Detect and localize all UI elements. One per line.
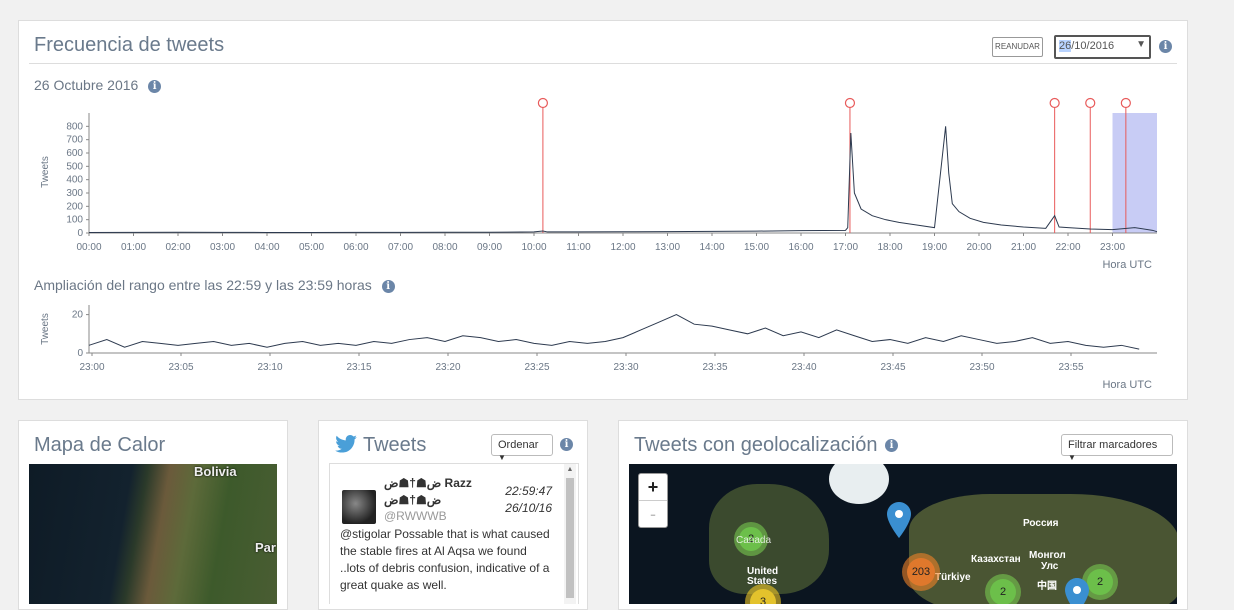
location-pin-icon[interactable] xyxy=(887,502,911,543)
sort-dropdown[interactable]: Ordenar ▼ xyxy=(491,434,553,462)
zoom-in-button[interactable]: + xyxy=(639,474,667,501)
map-label: Улс xyxy=(1041,561,1059,572)
tweet-author-line2: ض☗†☗ض xyxy=(384,493,442,507)
map-label: Казахстан xyxy=(971,554,1021,565)
info-icon[interactable]: i xyxy=(560,438,573,451)
landmass xyxy=(909,494,1177,604)
info-icon[interactable]: i xyxy=(381,279,395,293)
scrollbar-thumb[interactable] xyxy=(566,478,574,598)
caret-down-icon: ▼ xyxy=(498,453,506,462)
map-label: 中国 xyxy=(1037,581,1057,592)
frequency-panel: Frecuencia de tweets REANUDAR 26/10/2016… xyxy=(18,20,1188,400)
zoom-out-button[interactable]: - xyxy=(650,504,656,524)
cluster-marker[interactable]: 2 xyxy=(985,574,1021,604)
filter-markers-dropdown[interactable]: Filtrar marcadores ▼ xyxy=(1061,434,1173,462)
zoom-control: + - xyxy=(638,473,668,528)
map-label: Россия xyxy=(1023,518,1059,529)
scrollbar[interactable]: ▲ xyxy=(564,464,576,604)
tweet-item[interactable]: ض☗†☗ض Razz ض☗†☗ض @RWWWB 22:59:47 26/10/1… xyxy=(330,464,562,604)
info-icon[interactable]: i xyxy=(1159,40,1172,53)
tweet-author[interactable]: ض☗†☗ض Razz xyxy=(384,476,472,490)
map-label: Монгол xyxy=(1029,550,1066,561)
map-label: Bolivia xyxy=(194,464,237,479)
geo-panel: Tweets con geolocalización i Filtrar mar… xyxy=(618,420,1188,610)
date-select[interactable]: 26/10/2016 ▼ xyxy=(1054,35,1151,59)
date-label: 26 Octubre 2016 i xyxy=(34,77,162,93)
resume-button[interactable]: REANUDAR xyxy=(992,37,1043,57)
zoom-label: Ampliación del rango entre las 22:59 y l… xyxy=(34,277,395,293)
geo-map[interactable]: Россия Казахстан Монгол Улс 中国 Türkiye U… xyxy=(629,464,1177,604)
map-label: Türkiye xyxy=(935,572,971,583)
landmass xyxy=(829,464,889,504)
map-label: United xyxy=(747,566,779,577)
tweet-list[interactable]: ض☗†☗ض Razz ض☗†☗ض @RWWWB 22:59:47 26/10/1… xyxy=(329,463,579,604)
map-label: States xyxy=(747,576,778,587)
heatmap-map[interactable]: Bolivia Par xyxy=(29,464,277,604)
heatmap-panel: Mapa de Calor Bolivia Par xyxy=(18,420,288,610)
tweet-date: 26/10/16 xyxy=(505,501,552,515)
twitter-icon xyxy=(335,435,357,458)
caret-down-icon: ▼ xyxy=(1068,453,1076,462)
frequency-title: Frecuencia de tweets xyxy=(34,34,225,56)
landmass xyxy=(709,484,829,594)
tweet-handle[interactable]: @RWWWB xyxy=(384,509,447,523)
tweet-time: 22:59:47 xyxy=(505,484,552,498)
map-label: Par xyxy=(255,540,276,555)
tweet-text: @stigolar Possable that is what caused t… xyxy=(340,527,550,592)
cluster-marker[interactable]: 203 xyxy=(902,553,940,591)
avatar xyxy=(342,490,376,524)
scroll-up-icon[interactable]: ▲ xyxy=(566,466,574,473)
info-icon[interactable]: i xyxy=(885,439,899,453)
location-pin-icon[interactable] xyxy=(1065,578,1089,604)
title-divider xyxy=(29,63,1177,64)
heatmap-title: Mapa de Calor xyxy=(34,434,166,456)
map-label: Canada xyxy=(736,535,772,546)
tweets-title: Tweets xyxy=(363,434,427,456)
chevron-down-icon: ▼ xyxy=(1136,39,1146,50)
cluster-marker[interactable]: 2 xyxy=(734,522,768,556)
info-icon[interactable]: i xyxy=(148,79,162,93)
geo-title: Tweets con geolocalización i xyxy=(634,434,899,457)
